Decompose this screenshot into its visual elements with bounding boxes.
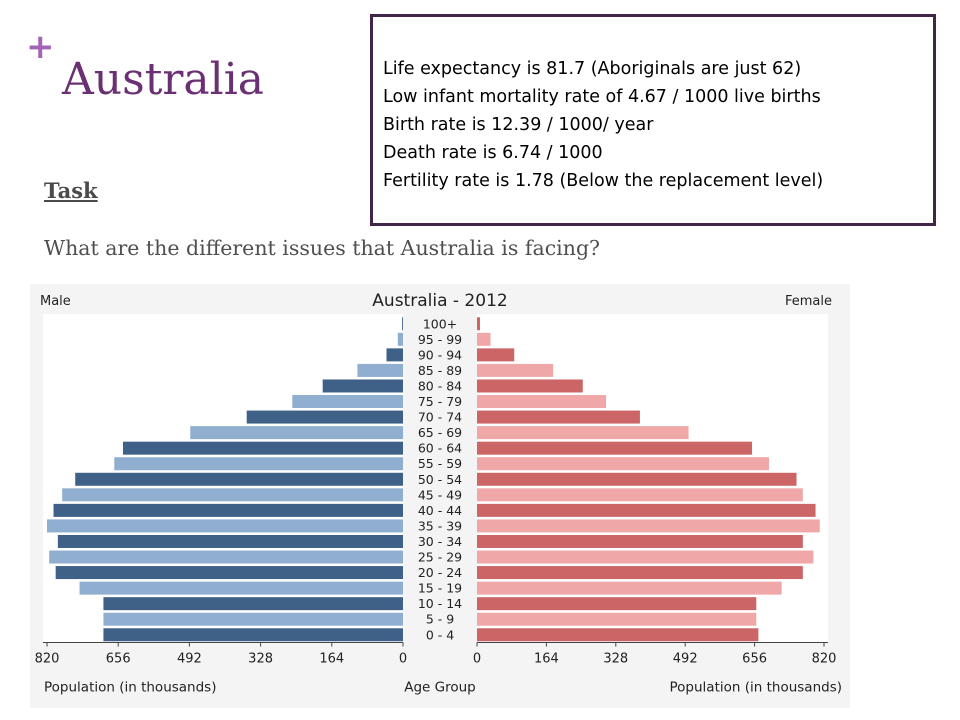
age-group-label: 5 - 9 bbox=[426, 612, 454, 627]
age-group-label: 0 - 4 bbox=[426, 627, 454, 642]
male-bar bbox=[357, 363, 403, 377]
fact-infant-mortality: Low infant mortality rate of 4.67 / 1000… bbox=[383, 87, 821, 107]
age-group-label: 55 - 59 bbox=[418, 456, 462, 471]
male-bar bbox=[122, 441, 403, 455]
male-bar bbox=[103, 628, 403, 642]
age-group-label: 25 - 29 bbox=[418, 550, 462, 565]
male-bar bbox=[246, 410, 403, 424]
male-bar bbox=[55, 566, 404, 580]
male-bar bbox=[322, 379, 403, 393]
female-bar bbox=[477, 348, 515, 362]
female-bar bbox=[477, 410, 640, 424]
age-group-label: 10 - 14 bbox=[418, 596, 462, 611]
age-group-label: 85 - 89 bbox=[418, 363, 462, 378]
age-group-label: 15 - 19 bbox=[418, 581, 462, 596]
fact-life-expectancy: Life expectancy is 81.7 (Aboriginals are… bbox=[383, 59, 802, 79]
male-x-axis-title: Population (in thousands) bbox=[44, 680, 216, 696]
age-group-label: 35 - 39 bbox=[418, 518, 462, 533]
age-group-label: 80 - 84 bbox=[418, 378, 462, 393]
male-bar bbox=[402, 317, 403, 331]
male-bar bbox=[103, 612, 403, 626]
fact-fertility-rate: Fertility rate is 1.78 (Below the replac… bbox=[383, 171, 824, 191]
female-bar bbox=[477, 457, 769, 471]
age-group-axis-title: Age Group bbox=[404, 680, 476, 696]
female-bar bbox=[477, 488, 803, 502]
male-x-tick-label: 656 bbox=[106, 652, 131, 667]
female-bar bbox=[477, 426, 689, 440]
facts-box: Life expectancy is 81.7 (Aboriginals are… bbox=[370, 14, 936, 226]
female-bar bbox=[477, 534, 803, 548]
female-x-tick-label: 0 bbox=[473, 652, 481, 667]
female-bar bbox=[477, 472, 797, 486]
female-bar bbox=[477, 317, 480, 331]
female-x-tick-label: 820 bbox=[812, 652, 837, 667]
male-bar bbox=[62, 488, 403, 502]
male-bar bbox=[53, 503, 403, 517]
female-bar bbox=[477, 441, 753, 455]
age-group-label: 40 - 44 bbox=[418, 503, 462, 518]
male-bar bbox=[292, 395, 403, 409]
task-question: What are the different issues that Austr… bbox=[44, 236, 601, 260]
chart-title: Australia - 2012 bbox=[372, 291, 507, 311]
female-bar bbox=[477, 597, 757, 611]
male-x-tick-label: 164 bbox=[319, 652, 344, 667]
fact-death-rate: Death rate is 6.74 / 1000 bbox=[383, 143, 603, 163]
male-x-tick-label: 492 bbox=[177, 652, 202, 667]
age-group-label: 90 - 94 bbox=[418, 347, 462, 362]
female-bar bbox=[477, 550, 814, 564]
age-group-label: 60 - 64 bbox=[418, 441, 462, 456]
male-bar bbox=[190, 426, 403, 440]
female-x-tick-label: 328 bbox=[603, 652, 628, 667]
male-bar bbox=[103, 597, 403, 611]
male-bar bbox=[79, 581, 403, 595]
female-bar bbox=[477, 519, 820, 533]
age-group-label: 75 - 79 bbox=[418, 394, 462, 409]
male-bar bbox=[47, 519, 403, 533]
male-label: Male bbox=[40, 294, 71, 309]
male-bar bbox=[49, 550, 404, 564]
age-group-label: 95 - 99 bbox=[418, 332, 462, 347]
female-x-tick-label: 164 bbox=[534, 652, 559, 667]
age-group-label: 20 - 24 bbox=[418, 565, 462, 580]
male-bar bbox=[397, 332, 403, 346]
age-group-label: 100+ bbox=[423, 316, 457, 331]
male-bar bbox=[386, 348, 403, 362]
female-bar bbox=[477, 581, 782, 595]
male-bar bbox=[57, 534, 403, 548]
plus-bullet-icon: + bbox=[26, 27, 55, 67]
female-bar bbox=[477, 566, 803, 580]
slide-title: Australia bbox=[62, 54, 265, 105]
female-bar bbox=[477, 612, 757, 626]
female-label: Female bbox=[785, 294, 832, 309]
age-group-label: 30 - 34 bbox=[418, 534, 462, 549]
female-bar bbox=[477, 379, 583, 393]
female-bar bbox=[477, 332, 491, 346]
female-x-tick-label: 656 bbox=[742, 652, 767, 667]
age-group-label: 50 - 54 bbox=[418, 472, 462, 487]
male-x-tick-label: 0 bbox=[399, 652, 407, 667]
male-x-tick-label: 328 bbox=[248, 652, 273, 667]
population-pyramid-chart: Australia - 2012 Male Female 100+95 - 9990 … bbox=[30, 284, 850, 708]
male-bar bbox=[75, 472, 403, 486]
female-bar bbox=[477, 363, 554, 377]
fact-birth-rate: Birth rate is 12.39 / 1000/ year bbox=[383, 115, 654, 135]
female-bar bbox=[477, 503, 816, 517]
male-bar bbox=[114, 457, 403, 471]
age-group-label: 70 - 74 bbox=[418, 410, 462, 425]
female-x-tick-label: 492 bbox=[673, 652, 698, 667]
female-x-axis-title: Population (in thousands) bbox=[670, 680, 842, 696]
female-bar bbox=[477, 395, 607, 409]
female-bar bbox=[477, 628, 759, 642]
age-group-label: 65 - 69 bbox=[418, 425, 462, 440]
male-x-tick-label: 820 bbox=[35, 652, 60, 667]
task-heading: Task bbox=[44, 178, 98, 203]
age-group-label: 45 - 49 bbox=[418, 487, 462, 502]
